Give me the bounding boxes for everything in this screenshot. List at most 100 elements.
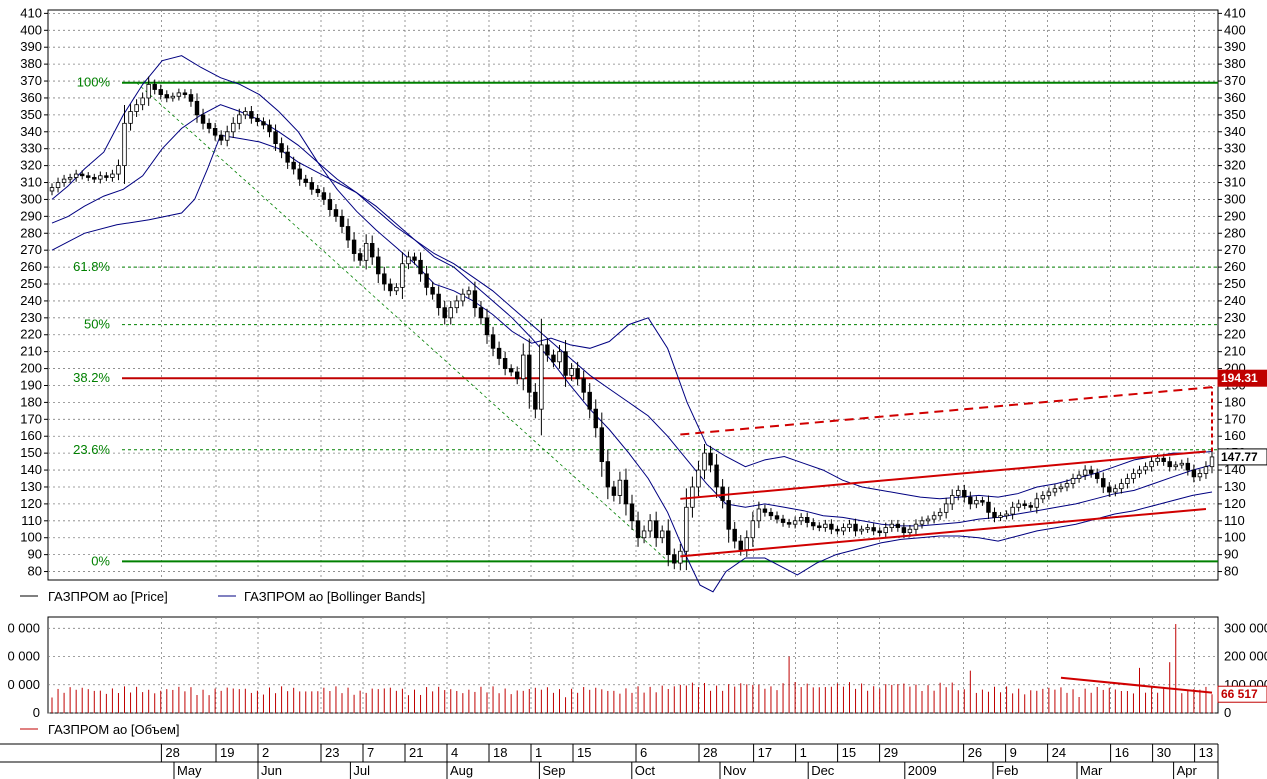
price-candle [672, 554, 677, 564]
price-candle [859, 528, 864, 532]
volume-last-badge [1217, 685, 1267, 703]
price-candle [1119, 483, 1124, 490]
price-candle [871, 527, 876, 532]
price-tick-label-left: 370 [20, 73, 42, 88]
price-candle [152, 84, 157, 90]
price-tick-label-right: 400 [1224, 22, 1246, 37]
price-candle [1070, 478, 1076, 484]
price-candle [1143, 466, 1148, 471]
volume-tick-label-left: 0 000 [7, 677, 40, 692]
price-axes: 80 80 90 90 100 100 110 110 120 120 130 130 140 140 15… [20, 5, 1245, 578]
price-candle [774, 515, 780, 520]
price-candle [1040, 495, 1046, 500]
price-tick-label-left: 160 [20, 428, 42, 443]
price-candle [1173, 464, 1178, 468]
date-month-label: Mar [1080, 763, 1103, 778]
price-candle [1149, 461, 1154, 468]
price-candle [1107, 486, 1112, 493]
price-plot-frame [47, 9, 1219, 581]
price-candle [913, 523, 919, 530]
price-candle [484, 317, 490, 336]
price-candle [1113, 488, 1118, 493]
price-tick-label-left: 310 [20, 175, 42, 190]
price-candle [853, 523, 858, 532]
price-tick-label-right: 330 [1224, 141, 1246, 156]
price-candle [539, 344, 544, 410]
price-candle [496, 347, 502, 359]
price-candle [581, 378, 586, 393]
date-month-label: Aug [450, 763, 473, 778]
price-tick-label-left: 300 [20, 191, 42, 206]
date-month-label: Jun [261, 763, 282, 778]
volume-tick-label-right: 200 000 [1224, 649, 1267, 664]
date-day-label: 26 [968, 745, 982, 760]
price-candle [1034, 498, 1040, 508]
price-tick-label-left: 120 [20, 496, 42, 511]
price-candle [1167, 461, 1172, 468]
bollinger-middle-line [51, 104, 1213, 527]
price-candle [1082, 469, 1088, 476]
price-candle [1076, 474, 1082, 479]
price-candle [357, 253, 363, 261]
date-month-label: Feb [996, 763, 1018, 778]
price-candle [1137, 469, 1142, 474]
price-tick-label-right: 230 [1224, 310, 1246, 325]
price-candle [61, 178, 67, 183]
volume-bars: 66 517 [51, 624, 1267, 713]
price-candle [1161, 457, 1166, 463]
price-candle [629, 503, 635, 522]
fibonacci-levels: 100% 61.8% 50% 38.2% 23.6% 0% [73, 75, 1218, 568]
price-candle [593, 408, 598, 429]
date-day-label: 15 [842, 745, 856, 760]
price-candle [351, 239, 357, 254]
price-badges: 194.31 147.77 [1217, 369, 1267, 466]
price-tick-label-left: 410 [20, 5, 42, 20]
date-day-label: 16 [1115, 745, 1129, 760]
price-candle [811, 522, 816, 527]
price-candle [182, 92, 188, 95]
fib-level-label: 38.2% [73, 370, 110, 385]
date-day-label: 19 [220, 745, 234, 760]
trend-channel-lower [680, 507, 1207, 558]
price-tick-label-left: 110 [21, 513, 42, 528]
price-candle [231, 122, 236, 133]
price-candle [442, 307, 447, 319]
price-candle [369, 243, 375, 258]
price-candle [1179, 462, 1185, 466]
price-candle [738, 540, 743, 550]
price-candle [919, 520, 925, 525]
price-candle [659, 530, 665, 539]
price-candle [122, 122, 127, 167]
price-tick-label-left: 180 [20, 394, 42, 409]
volume-tick-label-right: 300 000 [1224, 620, 1267, 635]
date-month-label: Oct [635, 763, 656, 778]
price-candle [67, 177, 73, 180]
price-tick-label-right: 80 [1224, 564, 1238, 579]
price-candle [1101, 478, 1106, 488]
date-axis: 28 19 2 23 7 21 4 18 1 15 6 28 17 1 15 29 26 9 24 16 30 13 May… [160, 744, 1213, 779]
volume-tick-label-right: 0 [1224, 705, 1231, 720]
date-day-label: 28 [703, 745, 717, 760]
price-candle [1197, 473, 1203, 478]
price-candle [363, 243, 369, 261]
price-candle [998, 515, 1003, 518]
price-badge-box [1217, 369, 1267, 387]
price-candle [73, 173, 79, 178]
price-candle [533, 391, 538, 410]
price-tick-label-left: 250 [20, 276, 42, 291]
date-day-label: 6 [640, 745, 647, 760]
price-candle [720, 486, 725, 501]
price-candle [798, 517, 804, 522]
price-tick-label-right: 320 [1224, 158, 1246, 173]
price-candle [394, 286, 399, 292]
price-candle [1010, 506, 1015, 515]
price-candle [382, 273, 387, 285]
price-badge-label: 194.31 [1221, 371, 1258, 385]
price-candle [835, 528, 840, 532]
price-candle [1185, 462, 1191, 471]
price-candle [79, 173, 85, 177]
price-candle [865, 527, 870, 530]
price-tick-label-right: 170 [1224, 411, 1246, 426]
price-candle [285, 151, 290, 163]
price-candle [110, 173, 115, 178]
